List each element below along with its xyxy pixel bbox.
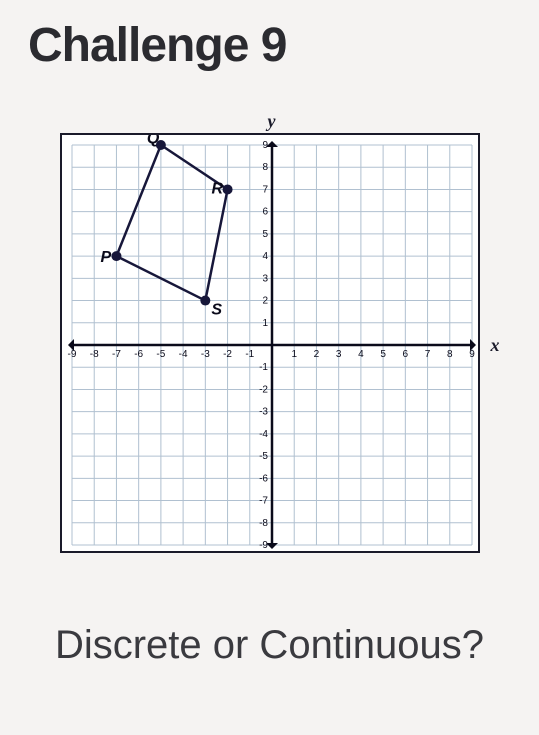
svg-text:-6: -6 — [259, 473, 268, 484]
svg-text:-8: -8 — [89, 349, 98, 360]
coordinate-graph: -9 -8 -7 -6 -5 -4 -3 -2 -1 1 2 3 4 5 6 7 8 9 -9 -8 -7 -6 -5 -4 -… — [60, 133, 480, 553]
svg-text:9: 9 — [469, 349, 475, 360]
svg-text:-8: -8 — [259, 518, 268, 529]
svg-text:3: 3 — [262, 273, 268, 284]
svg-text:5: 5 — [380, 349, 386, 360]
svg-text:2: 2 — [262, 296, 268, 307]
svg-text:6: 6 — [262, 207, 268, 218]
svg-text:7: 7 — [262, 184, 268, 195]
svg-text:8: 8 — [446, 349, 452, 360]
svg-text:-5: -5 — [156, 349, 165, 360]
svg-text:-7: -7 — [259, 496, 268, 507]
svg-text:6: 6 — [402, 349, 408, 360]
svg-text:P: P — [100, 249, 111, 266]
svg-text:-3: -3 — [200, 349, 209, 360]
svg-text:7: 7 — [424, 349, 430, 360]
svg-text:-1: -1 — [259, 362, 268, 373]
svg-text:3: 3 — [335, 349, 341, 360]
question-text: Discrete or Continuous? — [0, 623, 539, 668]
page-title: Challenge 9 — [0, 0, 539, 73]
svg-text:-2: -2 — [259, 384, 268, 395]
graph-svg: -9 -8 -7 -6 -5 -4 -3 -2 -1 1 2 3 4 5 6 7 8 9 -9 -8 -7 -6 -5 -4 -… — [62, 135, 482, 555]
svg-text:8: 8 — [262, 162, 268, 173]
svg-text:9: 9 — [262, 140, 268, 151]
svg-text:-3: -3 — [259, 407, 268, 418]
svg-text:1: 1 — [291, 349, 297, 360]
svg-text:4: 4 — [262, 251, 268, 262]
svg-text:5: 5 — [262, 229, 268, 240]
svg-text:-1: -1 — [245, 349, 254, 360]
y-axis-label: y — [268, 111, 276, 132]
svg-text:-4: -4 — [259, 429, 268, 440]
x-axis-label: x — [491, 335, 500, 356]
svg-text:S: S — [211, 302, 222, 319]
svg-text:-4: -4 — [178, 349, 187, 360]
svg-text:-6: -6 — [134, 349, 143, 360]
svg-text:4: 4 — [358, 349, 364, 360]
svg-text:1: 1 — [262, 318, 268, 329]
svg-text:-7: -7 — [111, 349, 120, 360]
svg-text:-2: -2 — [223, 349, 232, 360]
svg-text:Q: Q — [146, 135, 159, 147]
svg-text:2: 2 — [313, 349, 319, 360]
svg-text:-5: -5 — [259, 451, 268, 462]
svg-text:R: R — [211, 180, 223, 197]
svg-text:-9: -9 — [67, 349, 76, 360]
svg-text:-9: -9 — [259, 540, 268, 551]
